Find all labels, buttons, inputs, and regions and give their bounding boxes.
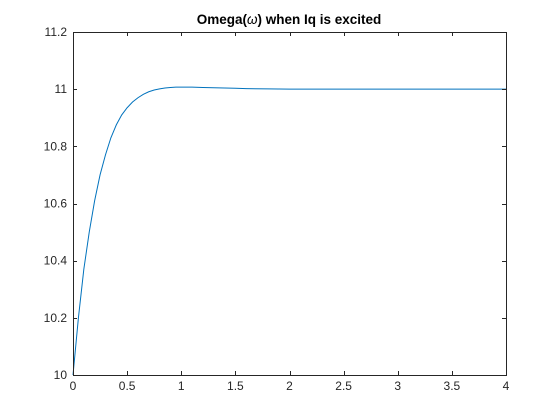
- chart-title-symbol: ω: [247, 12, 258, 27]
- x-tick-label: 3.5: [444, 379, 461, 393]
- x-tick-label: 0.5: [119, 379, 136, 393]
- y-tick-label: 11: [55, 82, 68, 96]
- series-line-0: [72, 86, 506, 376]
- chart-title-main: Omega(: [197, 12, 248, 27]
- x-axis-ticks: 0 0.5 1 1.5 2 2.5 3 3.5 4: [70, 32, 510, 393]
- y-tick-label: 10.8: [44, 139, 68, 153]
- x-tick-label: 2: [286, 379, 293, 393]
- plot-area: [73, 32, 506, 375]
- x-tick-label: 2.5: [335, 379, 352, 393]
- y-tick-label: 10: [54, 368, 68, 382]
- x-tick-label: 3: [394, 379, 401, 393]
- y-tick-label: 11.2: [45, 25, 68, 39]
- y-axis-ticks: 10 10.2 10.4 10.6 10.8 11 11.2: [44, 25, 506, 382]
- x-tick-label: 1.5: [227, 379, 244, 393]
- series-layer: [72, 86, 506, 376]
- y-tick-label: 10.4: [44, 254, 68, 268]
- x-tick-label: 0: [70, 379, 77, 393]
- chart-title-rest: ) when Iq is excited: [258, 12, 382, 27]
- y-tick-label: 10.6: [44, 197, 68, 211]
- x-tick-label: 1: [178, 379, 185, 393]
- y-tick-label: 10.2: [44, 311, 68, 325]
- chart-title: Omega(ω) when Iq is excited: [197, 12, 382, 27]
- x-tick-label: 4: [503, 379, 510, 393]
